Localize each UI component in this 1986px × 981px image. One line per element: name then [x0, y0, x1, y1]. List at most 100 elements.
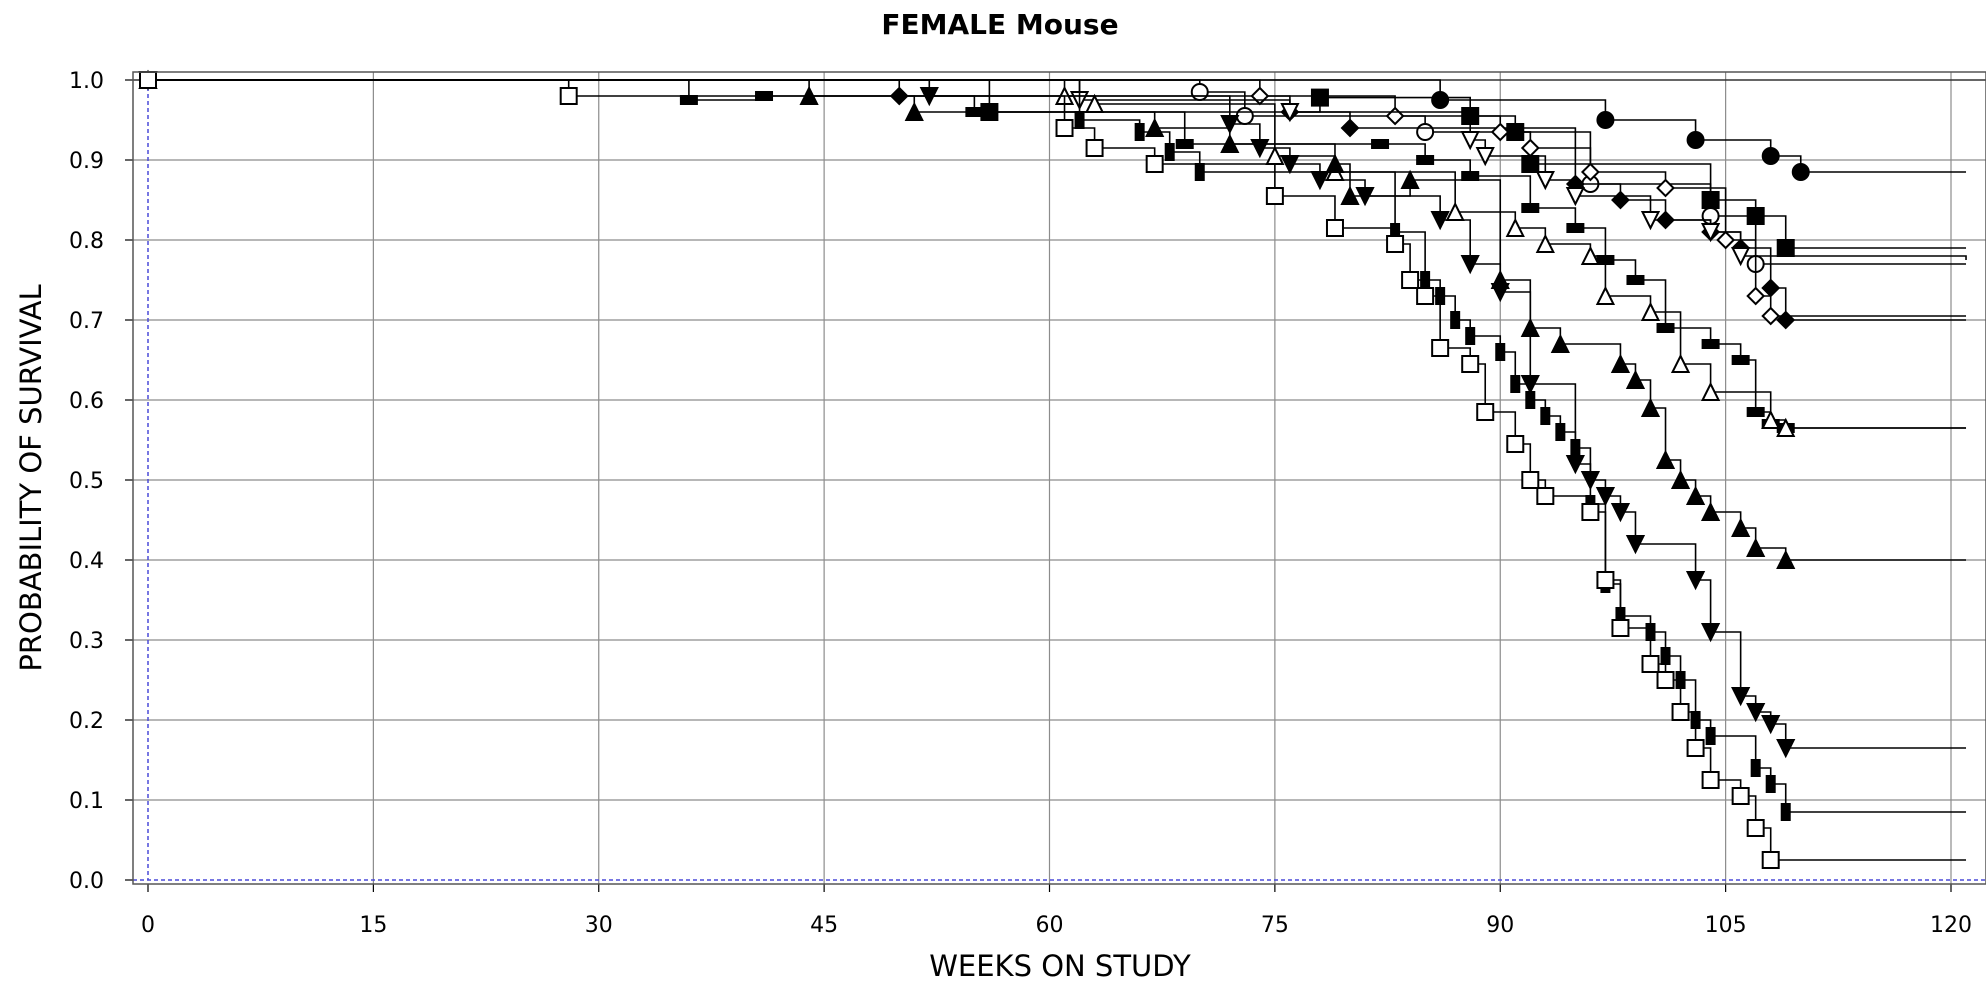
survival-step-line	[148, 79, 1967, 317]
data-point	[1521, 155, 1540, 173]
y-tick-label: 0.6	[69, 389, 104, 414]
data-point	[1220, 115, 1240, 135]
data-point	[1761, 715, 1781, 735]
data-point	[1250, 139, 1270, 159]
data-point	[139, 71, 157, 89]
data-point	[1460, 255, 1480, 275]
x-tick-label: 45	[810, 913, 838, 938]
data-point	[1731, 355, 1750, 365]
data-point	[1701, 771, 1720, 789]
data-point	[1595, 487, 1616, 507]
data-point	[1611, 190, 1630, 210]
y-tick-label: 1.0	[69, 69, 104, 94]
y-tick-label: 0.1	[69, 789, 104, 814]
survival-step-line	[148, 79, 1967, 265]
data-point	[1265, 187, 1284, 205]
data-point	[1074, 111, 1085, 129]
data-point	[1495, 343, 1506, 361]
data-point	[1250, 86, 1270, 106]
data-point	[1611, 619, 1630, 637]
data-point	[1416, 155, 1435, 165]
data-point	[1780, 803, 1791, 821]
data-point	[1580, 245, 1601, 265]
x-tick-label: 120	[1930, 913, 1972, 938]
series-triangle-down-filled	[138, 71, 1967, 759]
data-point	[1555, 423, 1566, 441]
data-point	[1461, 171, 1480, 181]
data-point	[1596, 111, 1615, 129]
data-point	[1355, 187, 1375, 207]
y-tick-label: 0.7	[69, 309, 104, 334]
x-axis-label: WEEKS ON STUDY	[929, 949, 1191, 981]
data-point	[1565, 187, 1585, 207]
series-triangle-down-open	[138, 71, 1967, 267]
x-tick-label: 15	[359, 913, 387, 938]
data-point	[1371, 139, 1390, 149]
data-point	[1625, 535, 1646, 555]
data-point	[1385, 106, 1405, 126]
series-circle-open	[139, 71, 1967, 273]
chart-title: FEMALE Mouse	[881, 8, 1119, 41]
data-point	[1431, 339, 1450, 357]
data-point	[1656, 323, 1675, 333]
data-point	[1746, 286, 1766, 306]
data-point	[1746, 207, 1765, 225]
data-point	[1640, 211, 1661, 231]
y-tick-label: 0.0	[69, 869, 104, 894]
data-point	[1416, 123, 1435, 141]
data-point	[1506, 435, 1525, 453]
data-point	[1550, 333, 1570, 353]
data-point	[1134, 123, 1145, 141]
data-point	[1536, 487, 1555, 505]
data-point	[1610, 503, 1631, 523]
data-point	[1535, 171, 1555, 191]
data-point	[1776, 549, 1796, 569]
data-point	[559, 87, 578, 105]
data-point	[1145, 155, 1164, 173]
series-layer	[138, 69, 1967, 869]
data-point	[1386, 235, 1405, 253]
data-point	[1656, 178, 1675, 198]
data-point	[1085, 139, 1104, 157]
data-point	[1705, 727, 1716, 745]
y-tick-label: 0.2	[69, 709, 104, 734]
data-point	[1685, 571, 1706, 591]
data-point	[1700, 623, 1721, 643]
data-point	[1280, 103, 1300, 123]
data-point	[1791, 163, 1810, 181]
survival-step-line	[148, 79, 1967, 260]
data-point	[1776, 239, 1795, 257]
data-point	[1746, 819, 1765, 837]
data-point	[1750, 759, 1761, 777]
y-tick-label: 0.9	[69, 149, 104, 174]
data-point	[1490, 122, 1510, 142]
data-point	[1475, 147, 1495, 167]
axes-layer: 0 15 30 45 60 75 90 105 120 0.0 0.1 0.2 0.3 0.4 0.5 0.6…	[69, 69, 1972, 938]
data-point	[1746, 537, 1766, 557]
data-point	[1340, 185, 1360, 205]
survival-step-line	[148, 79, 1967, 749]
x-tick-label: 75	[1261, 913, 1289, 938]
data-point	[1595, 285, 1616, 305]
data-point	[1310, 88, 1329, 107]
data-point	[1640, 301, 1661, 321]
survival-step-line	[148, 79, 1967, 813]
data-point	[1731, 247, 1751, 267]
data-point	[1655, 449, 1676, 469]
series-diamond-open	[138, 70, 1967, 326]
survival-step-line	[148, 79, 1967, 321]
data-point	[1055, 119, 1074, 137]
data-point	[1476, 403, 1495, 421]
data-point	[1521, 471, 1540, 489]
data-point	[1701, 191, 1720, 209]
data-point	[1701, 339, 1720, 349]
data-point	[1596, 571, 1615, 589]
series-triangle-up-open	[138, 69, 1967, 437]
data-point	[1660, 647, 1671, 665]
data-point	[1194, 163, 1205, 181]
data-point	[1625, 369, 1646, 389]
data-point	[1430, 211, 1450, 231]
data-point	[1401, 271, 1420, 289]
series-bar-filled	[139, 75, 1967, 433]
